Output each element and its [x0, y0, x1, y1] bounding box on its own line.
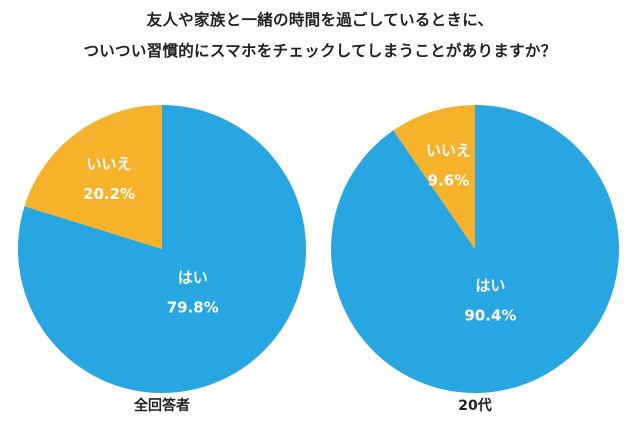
pie-slice-value-label: 79.8%	[167, 299, 219, 317]
pie-slice-value-label: 90.4%	[464, 307, 516, 325]
pie-slice-value-label: 9.6%	[428, 172, 470, 190]
pie-caption-20s: 20代	[458, 398, 492, 414]
pie-slice-value-label: 20.2%	[83, 185, 135, 203]
chart-title-line-1: 友人や家族と一緒の時間を過ごしているときに、	[146, 11, 494, 29]
pie-chart-all-respondents: はい 79.8% いいえ 20.2%	[17, 105, 306, 393]
pie-chart-20s: はい 90.4% いいえ 9.6%	[330, 105, 619, 393]
pie-caption-all-respondents: 全回答者	[134, 398, 190, 414]
pie-slice-label: はい	[178, 269, 208, 287]
pie-slice-no	[24, 105, 162, 249]
pie-slice-label: いいえ	[87, 155, 132, 173]
pie-slice-label: はい	[475, 277, 505, 295]
pie-slice-no	[393, 105, 475, 249]
chart-title-line-2: ついつい習慣的にスマホをチェックしてしまうことがありますか？	[83, 42, 557, 60]
pie-slice-label: いいえ	[426, 142, 471, 160]
